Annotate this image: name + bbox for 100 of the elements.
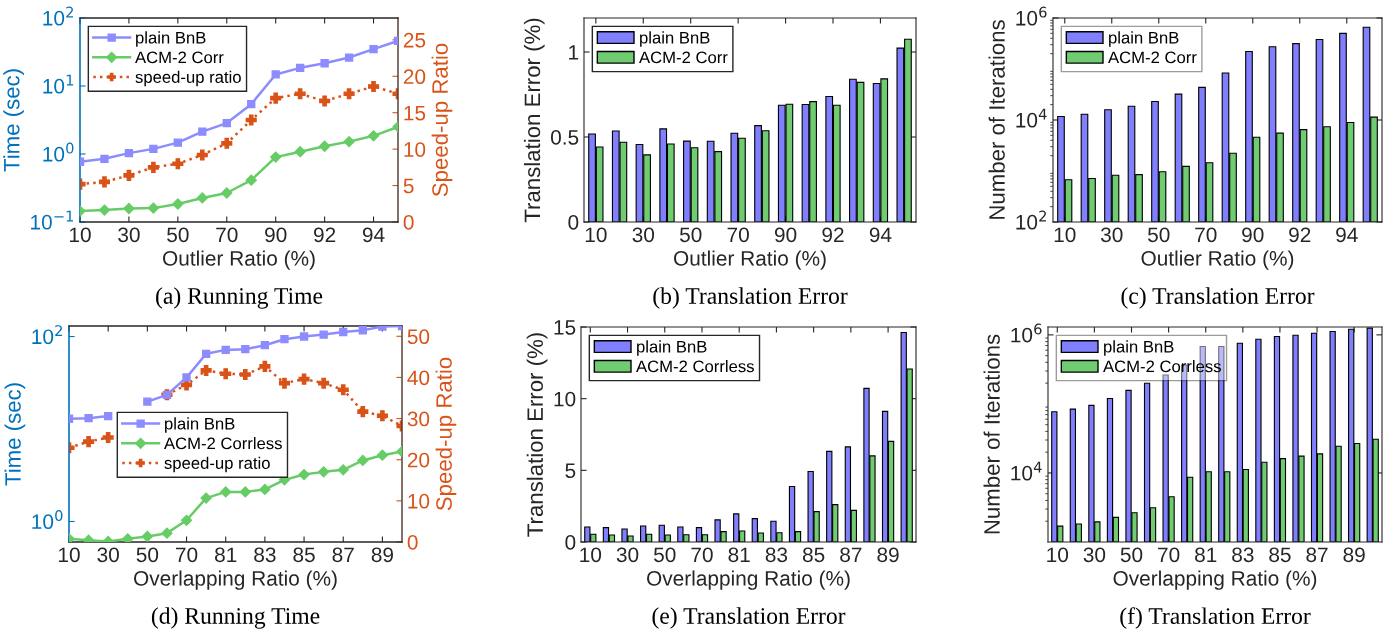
point — [245, 174, 257, 186]
legend-label: ACM-2 Corr — [135, 51, 224, 64]
x-tick-label: 30 — [616, 547, 639, 563]
y-tick-label: 10$^{2}$ — [1016, 210, 1046, 230]
x-tick-label: 50 — [167, 227, 189, 243]
x-tick-label: 30 — [1083, 547, 1106, 563]
x-tick-label: 83 — [765, 547, 788, 563]
x-tick-label: 94 — [362, 227, 385, 243]
point — [104, 411, 113, 421]
x-tick-label: 85 — [1269, 547, 1291, 563]
point — [122, 533, 134, 542]
x-tick-label: 50 — [136, 547, 159, 563]
point — [173, 138, 183, 147]
legend-label: ACM-2 Corr — [1108, 51, 1197, 64]
y-tick-label: 15 — [554, 320, 576, 335]
y2-tick-label: 10 — [404, 142, 426, 157]
y-tick-label: 10 — [554, 391, 576, 407]
point — [367, 130, 380, 142]
legend-label: plain BnB — [637, 340, 707, 356]
y-tick-label: 10$^{2}$ — [43, 6, 73, 26]
x-tick-label: 81 — [1195, 547, 1217, 563]
x-tick-label: 87 — [332, 547, 354, 563]
point — [295, 63, 305, 72]
x-tick-label: 90 — [265, 227, 287, 243]
y2-tick-label: 50 — [407, 329, 430, 345]
y-tick-label: 0.5 — [550, 130, 579, 145]
y-tick-label: 10$^{6}$ — [1016, 6, 1047, 26]
x-tick-label: 70 — [176, 547, 198, 563]
y2-tick-label: 20 — [407, 452, 430, 468]
x-tick-label: 70 — [1158, 547, 1180, 563]
x-tick-label: 87 — [1306, 547, 1328, 563]
y-axis-title: Translation Error (%) — [523, 18, 545, 223]
y-tick-label: 0 — [565, 535, 576, 550]
x-tick-label: 92 — [822, 227, 844, 243]
x-tick-label: 70 — [216, 227, 238, 243]
x-tick-label: 83 — [254, 547, 276, 563]
point — [320, 59, 329, 68]
point — [220, 486, 232, 498]
x-tick-label: 90 — [774, 227, 797, 243]
legend-label: ACM-2 Corr — [639, 51, 728, 64]
point — [319, 330, 328, 339]
legend-label: plain BnB — [136, 31, 206, 47]
legend-label: ACM-2 Corrless — [1103, 360, 1221, 373]
point — [270, 151, 282, 163]
legend-label: plain BnB — [165, 417, 235, 433]
y-axis-title: Translation Error (%) — [526, 333, 548, 537]
point — [357, 454, 369, 467]
x-tick-label: 50 — [1148, 227, 1170, 243]
legend-label: plain BnB — [1104, 340, 1174, 356]
y2-tick-label: 40 — [407, 370, 430, 386]
x-tick-label: 10 — [1047, 547, 1069, 563]
y-tick-label: 1 — [569, 45, 579, 60]
point — [318, 466, 330, 478]
point — [222, 118, 231, 128]
point — [201, 349, 211, 359]
point — [376, 449, 389, 461]
point — [143, 397, 152, 406]
point — [247, 100, 256, 109]
point — [180, 514, 193, 526]
text: (b) Translation Error — [653, 287, 848, 309]
x-tick-label: 50 — [1120, 547, 1143, 563]
point — [149, 144, 158, 154]
point — [84, 413, 93, 423]
point — [239, 486, 251, 498]
x-tick-label: 70 — [727, 227, 749, 243]
y-axis-title: Number of Iterations — [988, 20, 1005, 219]
y-axis-title: Time (sec) — [4, 383, 26, 486]
point — [344, 53, 354, 62]
x-tick-label: 87 — [840, 547, 862, 563]
legend-label: speed-up ratio — [135, 70, 241, 87]
y2-tick-label: 10 — [408, 493, 430, 509]
y2-tick-label: 15 — [404, 105, 426, 121]
point — [161, 527, 173, 539]
point — [319, 140, 331, 152]
y-tick-label: 10$^{4}$ — [1011, 461, 1042, 481]
x-axis-title: Outlier Ratio (%) — [674, 250, 826, 270]
point — [124, 148, 134, 158]
x-tick-label: 85 — [802, 547, 825, 563]
point — [343, 136, 355, 148]
y-tick-label: 10$^{4}$ — [1016, 108, 1047, 128]
x-tick-label: 83 — [1232, 547, 1254, 563]
y2-tick-label: 20 — [403, 69, 426, 85]
legend-label: ACM-2 Corrless — [636, 360, 754, 373]
x-tick-label: 89 — [1343, 547, 1365, 563]
x-tick-label: 10 — [70, 227, 91, 243]
point — [100, 154, 109, 163]
x-tick-label: 70 — [1195, 227, 1217, 243]
point — [198, 127, 207, 136]
y-tick-label: 0 — [568, 215, 579, 230]
legend-label: plain BnB — [1109, 31, 1179, 47]
y-tick-label: 10$^{6}$ — [1011, 323, 1042, 343]
y2-axis-title: Speed-up Ratio — [435, 357, 457, 511]
point — [98, 204, 111, 216]
x-tick-label: 89 — [877, 547, 899, 563]
legend-label: plain BnB — [640, 31, 710, 47]
y2-tick-label: 25 — [403, 32, 426, 48]
point — [358, 326, 367, 335]
point — [182, 373, 191, 382]
point — [259, 483, 271, 496]
y-tick-label: 10$^{0}$ — [43, 142, 74, 162]
